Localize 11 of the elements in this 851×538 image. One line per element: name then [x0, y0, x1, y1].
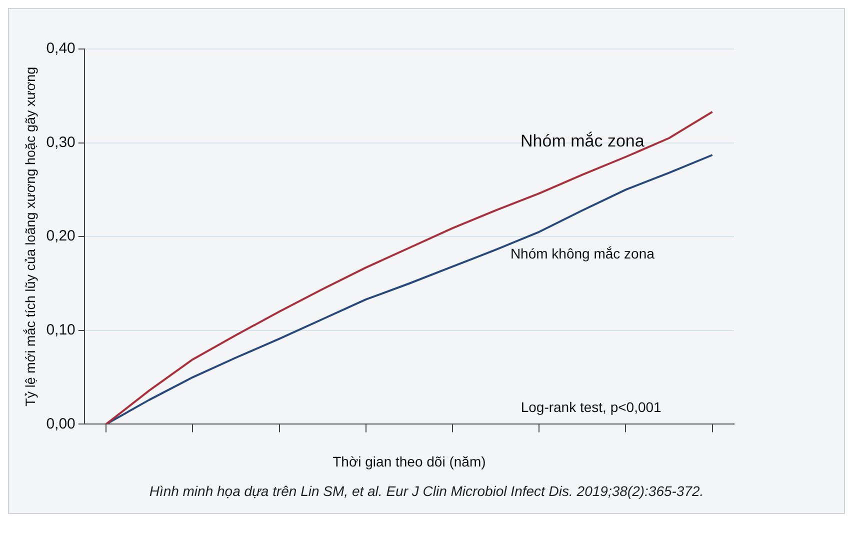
text: Hình minh họa dựa trên Lin SM, et al. Eur J Clin Microbiol Infect Dis. 2019;38(2):365-372.	[148, 482, 705, 501]
y-tick-label: 0,10	[46, 322, 76, 339]
series-label: Nhóm mắc zona	[520, 132, 645, 151]
y-tick-label: 0,00	[46, 415, 76, 432]
annotation: Log-rank test, p<0,001	[520, 399, 662, 416]
y-axis-title: Tỷ lệ mới mắc tích lũy của loãng xương hoặc gãy xương	[22, 66, 38, 406]
series-label: Nhóm không mắc zona	[510, 245, 655, 262]
y-tick-label: 0,20	[46, 228, 76, 245]
y-tick-label: 0,40	[46, 40, 76, 58]
y-tick-label: 0,30	[46, 134, 76, 151]
x-axis-title: Thời gian theo dõi (năm)	[332, 453, 486, 470]
